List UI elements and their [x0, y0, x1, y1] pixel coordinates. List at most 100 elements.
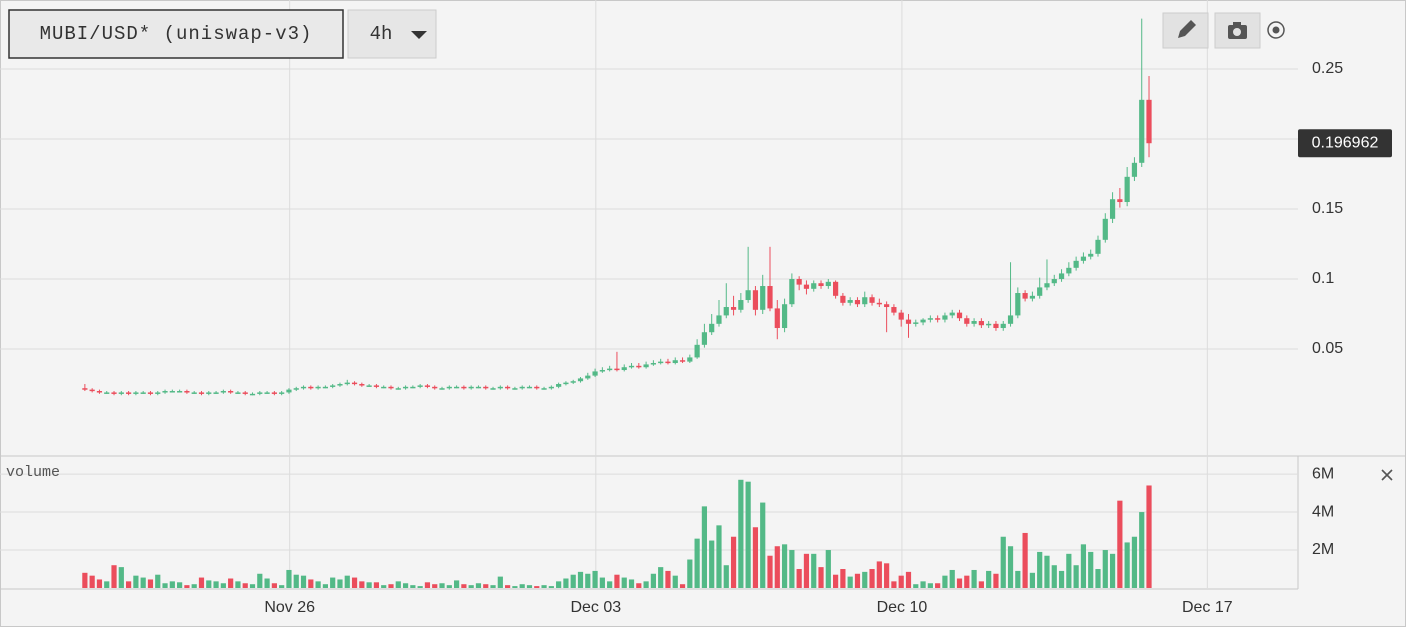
- volume-bar: [847, 576, 853, 588]
- volume-bar: [133, 575, 139, 588]
- volume-bar: [709, 540, 715, 588]
- candle-body: [796, 279, 802, 285]
- candle-body: [104, 392, 110, 394]
- last-price-label: 0.196962: [1312, 134, 1379, 151]
- candle-body: [373, 385, 380, 387]
- volume-bar: [1088, 551, 1094, 588]
- volume-bar: [169, 581, 175, 588]
- volume-bar: [1051, 565, 1057, 588]
- volume-bar: [417, 586, 423, 588]
- volume-bar: [351, 577, 358, 588]
- volume-bar: [359, 581, 365, 588]
- candle-body: [505, 386, 511, 389]
- volume-bar: [1007, 546, 1014, 588]
- volume-bar: [1037, 551, 1043, 588]
- candle-body: [592, 371, 598, 376]
- close-volume-button[interactable]: [1381, 469, 1393, 481]
- volume-bar: [1131, 536, 1138, 588]
- candle-body: [162, 391, 168, 393]
- candle-body: [781, 304, 788, 329]
- candle-body: [446, 386, 452, 389]
- volume-bar: [607, 581, 613, 588]
- volume-bar: [446, 585, 452, 588]
- candle-body: [1029, 295, 1035, 299]
- volume-bar: [1022, 532, 1028, 588]
- volume-bar: [220, 583, 226, 588]
- volume-bar: [410, 585, 416, 588]
- candle-body: [833, 281, 839, 296]
- candle-body: [694, 344, 700, 358]
- volume-bar: [978, 581, 984, 588]
- candle-body: [1007, 315, 1014, 324]
- candle-body: [1073, 260, 1079, 268]
- volume-bar: [570, 574, 576, 588]
- candle-body: [322, 386, 328, 389]
- candle-body: [432, 386, 438, 389]
- volume-bar: [658, 567, 664, 588]
- candle-body: [891, 307, 897, 313]
- volume-bar: [453, 580, 460, 588]
- title-box[interactable]: [8, 9, 344, 59]
- volume-bar: [512, 586, 518, 588]
- candle-body: [825, 281, 831, 287]
- volume-bar: [745, 481, 751, 588]
- volume-bar: [577, 571, 584, 588]
- camera-top: [1233, 22, 1241, 26]
- candle-body: [789, 279, 795, 305]
- candle-body: [570, 381, 576, 383]
- volume-bar: [935, 583, 941, 588]
- x-tick-label: Dec 17: [1182, 599, 1233, 616]
- volume-bar: [803, 553, 810, 588]
- candle-body: [585, 375, 591, 379]
- volume-bar: [730, 536, 737, 588]
- volume-bar: [104, 581, 110, 588]
- x-tick-label: Dec 10: [877, 599, 928, 616]
- candle-body: [774, 308, 780, 329]
- target-button[interactable]: [1267, 21, 1285, 39]
- candle-body: [359, 384, 365, 386]
- camera-lens: [1233, 28, 1241, 36]
- volume-bar: [913, 584, 919, 588]
- volume-bar: [395, 581, 401, 588]
- candle-body: [964, 318, 970, 324]
- volume-bar: [1000, 536, 1006, 588]
- candle-body: [541, 388, 547, 390]
- volume-bar: [1146, 485, 1152, 588]
- candle-body: [133, 392, 139, 394]
- volume-bar: [927, 583, 933, 588]
- candle-body: [177, 391, 183, 393]
- dropdown-arrow: [411, 31, 427, 39]
- volume-bar: [986, 570, 992, 588]
- candle-body: [1131, 162, 1138, 177]
- candle-body: [519, 386, 525, 389]
- candle-body: [410, 386, 416, 389]
- candle-body: [745, 290, 751, 301]
- volume-bar: [811, 553, 817, 588]
- candle-body: [155, 392, 161, 394]
- candle-body: [607, 368, 613, 371]
- candle-body: [884, 304, 890, 308]
- candle-body: [82, 388, 88, 390]
- volume-bar: [126, 581, 132, 588]
- candle-body: [548, 386, 554, 389]
- volume-bar: [475, 583, 482, 588]
- candle-body: [556, 384, 562, 387]
- volume-bar: [381, 585, 387, 588]
- volume-bar: [228, 578, 234, 588]
- target-dot: [1272, 26, 1280, 34]
- volume-bar: [308, 579, 314, 588]
- candle-body: [956, 312, 963, 319]
- candle-body: [526, 386, 533, 389]
- volume-bar: [592, 570, 598, 588]
- candle-body: [935, 318, 941, 320]
- volume-bar: [432, 584, 438, 588]
- grid: [0, 0, 1298, 588]
- volume-bar: [1029, 572, 1035, 588]
- volume-bar: [322, 584, 328, 588]
- candle-body: [293, 388, 299, 390]
- volume-tick-label: 4M: [1312, 503, 1334, 520]
- candle-body: [483, 386, 489, 389]
- candle-body: [679, 360, 686, 362]
- candle-body: [1124, 176, 1130, 203]
